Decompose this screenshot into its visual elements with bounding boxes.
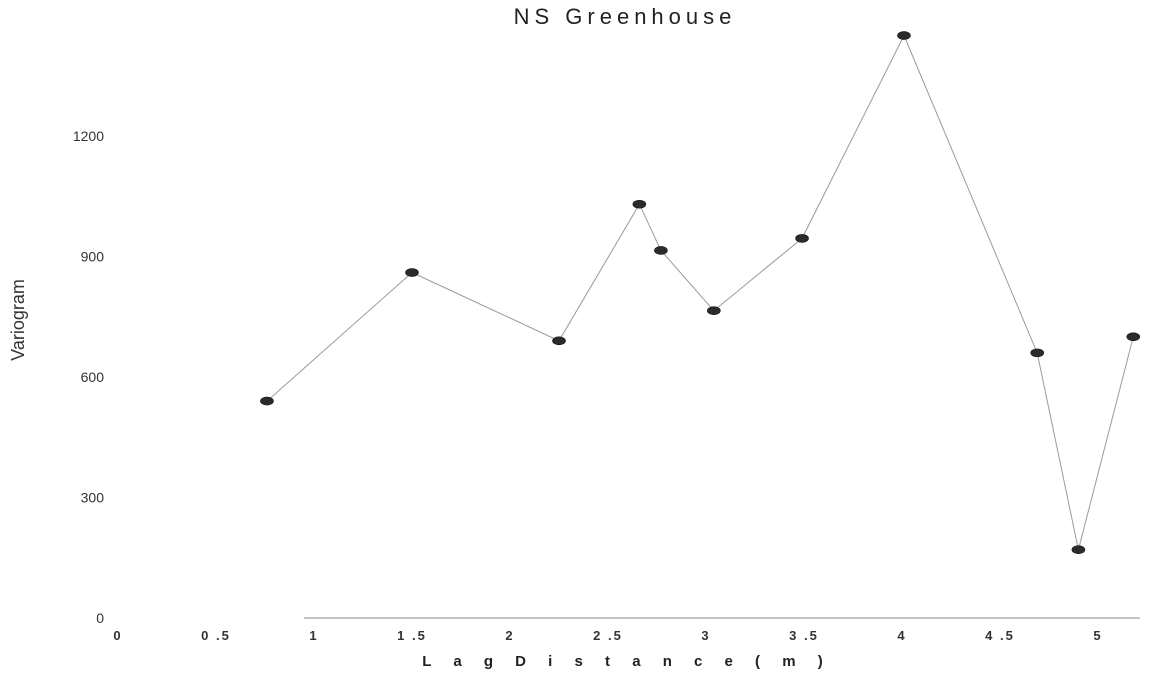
x-tick-label: 4 .5: [985, 628, 1015, 643]
y-tick-label: 0: [96, 610, 104, 626]
data-point: [707, 306, 721, 315]
data-point: [897, 31, 911, 40]
data-point: [632, 199, 647, 209]
x-tick-label: 3: [701, 628, 710, 643]
data-point: [1030, 348, 1045, 358]
x-tick-label: 5: [1093, 628, 1102, 643]
x-tick-label: 3 .5: [789, 628, 819, 643]
data-point: [405, 268, 419, 277]
y-tick-label: 300: [81, 489, 105, 505]
x-tick-label: 2: [505, 628, 514, 643]
data-point: [1126, 332, 1141, 342]
series-line: [266, 34, 1134, 550]
x-tick-label: 2 .5: [593, 628, 623, 643]
data-point: [260, 396, 274, 406]
data-point: [654, 246, 668, 255]
series-group: [260, 31, 1141, 555]
y-tick-label: 900: [81, 248, 105, 264]
x-tick-label: 1 .5: [397, 628, 427, 643]
x-tick-label: 0 .5: [201, 628, 231, 643]
x-axis-label: L a g D i s t a n c e ( m ): [422, 653, 831, 670]
data-point: [1071, 545, 1086, 555]
chart-title: NS Greenhouse: [514, 4, 737, 29]
data-point: [795, 234, 809, 243]
x-axis-ticks: 0 0 .5 1 1 .5 2 2 .5 3 3 .5 4 4 .5 5: [113, 628, 1102, 643]
y-tick-label: 600: [81, 369, 105, 385]
x-tick-label: 1: [309, 628, 318, 643]
y-axis-ticks: 0 300 600 900 1200: [73, 128, 104, 626]
x-tick-label: 0: [113, 628, 122, 643]
y-axis-label: Variogram: [8, 279, 28, 361]
y-tick-label: 1200: [73, 128, 104, 144]
data-point: [552, 336, 566, 346]
x-tick-label: 4: [897, 628, 906, 643]
